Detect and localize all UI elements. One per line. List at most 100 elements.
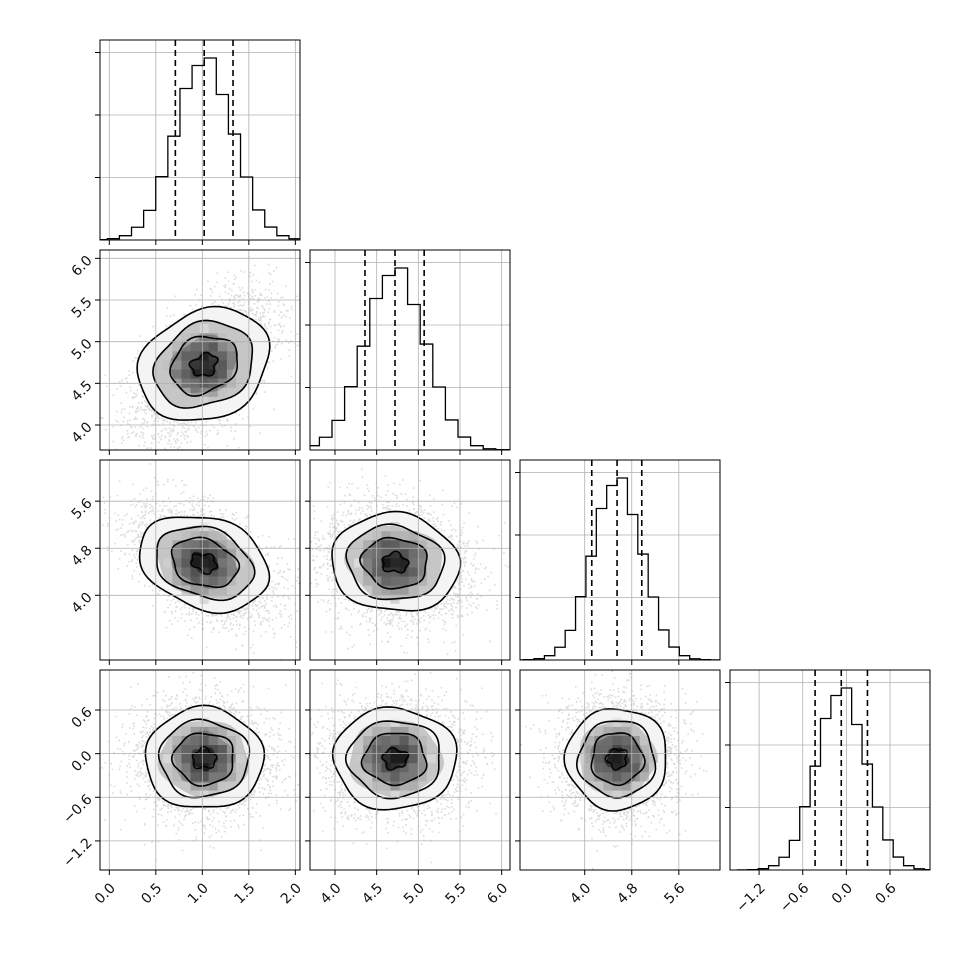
y-tick-label: 0.0: [69, 748, 96, 775]
density-block: [594, 754, 604, 764]
density-contour: [156, 525, 256, 602]
density-block: [208, 754, 218, 764]
y-tick-label: 5.6: [69, 495, 96, 522]
density-block: [236, 754, 246, 764]
density-block: [226, 540, 237, 550]
density-block: [226, 360, 237, 370]
density-block: [172, 369, 182, 379]
density-block: [226, 369, 237, 379]
density-panel-axes: [95, 249, 301, 455]
density-block: [408, 736, 418, 746]
density-block: [621, 745, 631, 755]
density-contour: [381, 746, 410, 771]
density-block: [217, 360, 227, 370]
density-contour: [169, 335, 238, 397]
density-contour: [191, 745, 218, 770]
density-panel: [520, 670, 708, 870]
density-block: [381, 576, 391, 586]
x-tick-label: 4.0: [567, 880, 594, 907]
density-block: [208, 585, 218, 595]
density-block: [199, 736, 209, 746]
density-contour: [190, 552, 219, 576]
density-block: [390, 754, 400, 764]
density-block: [199, 360, 209, 370]
density-block: [390, 558, 400, 568]
density-block: [612, 754, 622, 764]
density-block: [390, 772, 400, 782]
y-tick-label: 6.0: [69, 253, 96, 280]
density-block: [639, 763, 649, 773]
panel-frame: [309, 459, 511, 661]
density-block: [199, 763, 209, 773]
density-block: [408, 585, 418, 595]
density-block: [190, 387, 200, 397]
density-block: [630, 781, 640, 791]
density-block: [408, 531, 418, 541]
density-block: [381, 754, 391, 764]
density-block: [217, 387, 227, 397]
density-contour: [331, 510, 462, 612]
density-contour: [590, 732, 646, 787]
density-block: [399, 576, 409, 586]
density-block: [408, 745, 418, 755]
density-block: [226, 736, 237, 746]
density-block: [426, 558, 436, 568]
x-tick-label: 4.8: [614, 880, 641, 907]
density-block: [190, 360, 200, 370]
density-block: [199, 351, 209, 361]
histogram-panel: [725, 669, 931, 875]
density-block: [199, 396, 209, 406]
density-block: [594, 781, 604, 791]
density-block: [399, 772, 409, 782]
density-block: [190, 772, 200, 782]
panel-frame: [519, 669, 721, 871]
density-block: [621, 781, 631, 791]
x-tick-label: 0.0: [829, 880, 856, 907]
density-block: [190, 531, 200, 541]
density-block: [612, 717, 622, 727]
density-block: [190, 585, 200, 595]
density-block: [217, 333, 227, 343]
density-block: [181, 567, 191, 577]
density-contour: [359, 536, 428, 590]
density-block: [381, 558, 391, 568]
density-block: [217, 558, 227, 568]
density-panel-axes: [305, 669, 511, 875]
density-block: [363, 549, 373, 559]
x-tick-label: 1.0: [185, 880, 212, 907]
density-block: [199, 790, 209, 800]
density-block: [181, 342, 191, 352]
density-block: [217, 342, 227, 352]
density-block: [199, 576, 209, 586]
density-block: [190, 567, 200, 577]
density-block: [390, 540, 400, 550]
density-block: [190, 342, 200, 352]
density-block: [208, 531, 218, 541]
density-block: [181, 351, 191, 361]
density-block: [594, 726, 604, 736]
density-block: [381, 736, 391, 746]
x-tick-label: 1.5: [231, 880, 258, 907]
density-block: [172, 558, 182, 568]
density-block: [408, 781, 418, 791]
panel-frame: [519, 459, 721, 661]
density-block: [408, 549, 418, 559]
y-tick-label: −1.2: [60, 835, 95, 870]
density-contour: [604, 748, 628, 771]
density-block: [639, 736, 649, 746]
density-block: [408, 558, 418, 568]
density-block: [172, 772, 182, 782]
density-block: [208, 567, 218, 577]
density-panel-axes: [95, 459, 301, 665]
y-tick-label: 4.8: [69, 543, 96, 570]
density-panel: [102, 463, 300, 660]
density-block: [408, 763, 418, 773]
density-block: [199, 540, 209, 550]
y-tick-label: −0.6: [60, 792, 95, 827]
density-block: [226, 351, 237, 361]
density-contour: [144, 704, 266, 808]
density-block: [390, 790, 400, 800]
density-block: [190, 745, 200, 755]
density-block: [217, 369, 227, 379]
density-block: [181, 540, 191, 550]
